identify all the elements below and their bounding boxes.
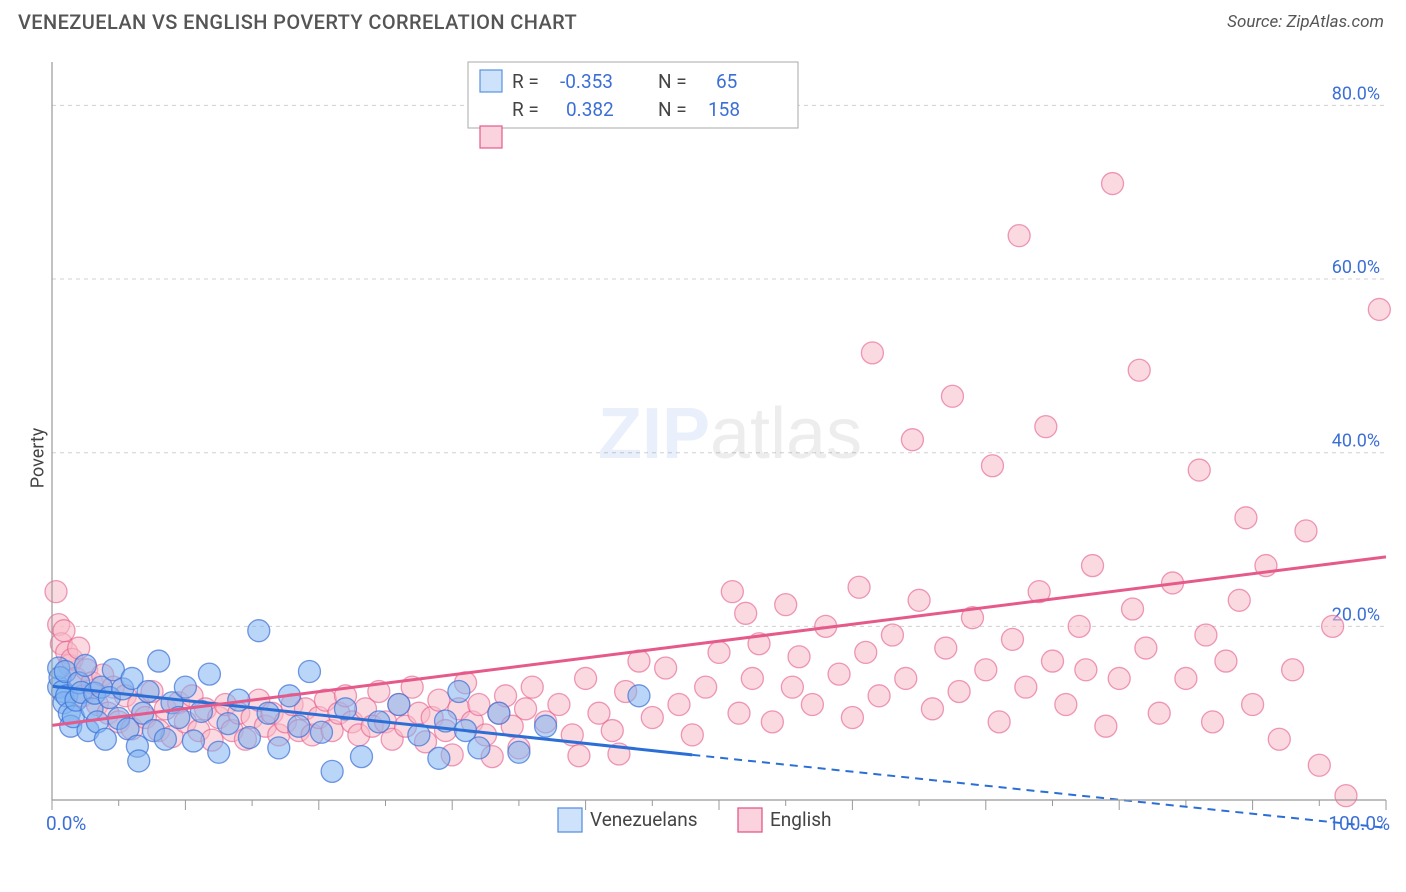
svg-text:40.0%: 40.0% bbox=[1332, 431, 1380, 452]
watermark: ZIPatlas bbox=[598, 394, 862, 474]
chart-area: Poverty 20.0%40.0%60.0%80.0% ZIPatlas 0.… bbox=[0, 48, 1406, 868]
chart-title: VENEZUELAN VS ENGLISH POVERTY CORRELATIO… bbox=[18, 10, 577, 34]
svg-text:-0.353: -0.353 bbox=[560, 70, 613, 93]
svg-text:Venezuelans: Venezuelans bbox=[590, 808, 698, 831]
chart-header: VENEZUELAN VS ENGLISH POVERTY CORRELATIO… bbox=[0, 0, 1406, 38]
svg-text:ZIPatlas: ZIPatlas bbox=[598, 394, 862, 474]
svg-text:R =: R = bbox=[512, 98, 539, 121]
gridlines: 20.0%40.0%60.0%80.0% bbox=[52, 83, 1386, 626]
svg-text:60.0%: 60.0% bbox=[1332, 257, 1380, 278]
legend: Venezuelans English bbox=[558, 808, 831, 832]
svg-text:N =: N = bbox=[658, 98, 687, 121]
svg-text:65: 65 bbox=[716, 70, 737, 93]
chart-source: Source: ZipAtlas.com bbox=[1227, 12, 1384, 32]
svg-text:English: English bbox=[770, 808, 831, 831]
scatter-plot: 20.0%40.0%60.0%80.0% ZIPatlas 0.0%100.0%… bbox=[38, 48, 1398, 868]
svg-text:80.0%: 80.0% bbox=[1332, 83, 1380, 104]
svg-text:158: 158 bbox=[708, 98, 740, 121]
svg-text:R =: R = bbox=[512, 70, 539, 93]
svg-text:100.0%: 100.0% bbox=[1328, 812, 1390, 835]
svg-text:0.0%: 0.0% bbox=[46, 812, 86, 835]
svg-text:0.382: 0.382 bbox=[566, 98, 614, 121]
svg-text:N =: N = bbox=[658, 70, 687, 93]
series-english bbox=[45, 173, 1390, 807]
correlation-info-box: R = -0.353 N = 65 R = 0.382 N = 158 bbox=[468, 62, 798, 148]
